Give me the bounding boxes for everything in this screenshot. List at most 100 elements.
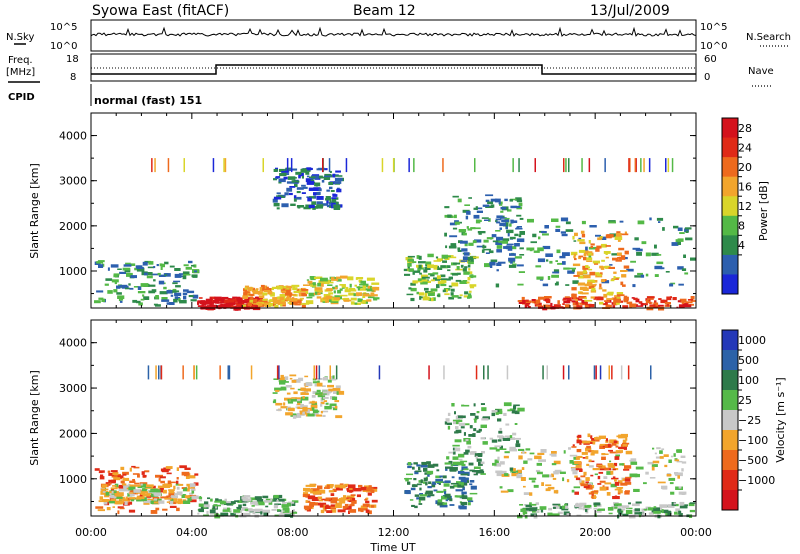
echo-cell	[298, 175, 301, 179]
echo-cell	[574, 491, 579, 495]
echo-cell	[499, 461, 505, 465]
echo-cell	[588, 285, 595, 289]
echo-cell	[605, 486, 609, 491]
echo-cell	[124, 488, 129, 491]
echo-cell	[514, 410, 520, 415]
echo-cell	[426, 461, 431, 465]
echo-cell	[330, 301, 339, 305]
echo-cell	[582, 457, 586, 459]
echo-cell	[483, 248, 491, 251]
colorbar-swatch	[722, 470, 738, 491]
echo-cell	[94, 468, 100, 471]
echo-cell	[600, 279, 605, 283]
echo-cell	[370, 292, 375, 295]
echo-cell	[280, 406, 288, 409]
echo-cell	[657, 261, 661, 264]
echo-cell	[612, 476, 616, 479]
echo-cell	[517, 407, 525, 412]
echo-cell	[494, 459, 499, 464]
echo-streak	[648, 158, 651, 173]
echo-cell	[468, 500, 474, 503]
echo-cell	[222, 509, 230, 512]
echo-cell	[677, 238, 684, 242]
echo-streak	[534, 158, 536, 173]
echo-cell	[310, 501, 316, 506]
echo-cell	[152, 499, 155, 502]
echo-cell	[500, 217, 507, 219]
echo-cell	[221, 297, 225, 301]
echo-cell	[305, 300, 314, 305]
echo-cell	[302, 302, 310, 305]
echo-streak	[667, 158, 670, 173]
echo-cell	[467, 264, 471, 268]
echo-streak	[250, 365, 253, 380]
echo-cell	[523, 504, 527, 506]
echo-cell	[317, 485, 323, 490]
echo-cell	[210, 498, 213, 502]
echo-cell	[595, 234, 601, 237]
echo-cell	[214, 300, 218, 303]
echo-cell	[294, 299, 302, 303]
echo-cell	[182, 494, 186, 496]
echo-cell	[546, 259, 549, 262]
colorbar-tick-label: −100	[738, 434, 768, 447]
echo-cell	[118, 298, 121, 301]
echo-cell	[588, 240, 591, 244]
echo-cell	[468, 260, 471, 265]
echo-cell	[204, 501, 209, 506]
echo-cell	[285, 292, 293, 296]
echo-cell	[509, 467, 514, 471]
echo-cell	[476, 245, 484, 248]
echo-cell	[130, 498, 135, 502]
echo-cell	[522, 449, 525, 454]
echo-cell	[343, 299, 352, 302]
echo-cell	[481, 451, 485, 454]
echo-cell	[273, 504, 278, 509]
echo-cell	[414, 494, 420, 497]
echo-cell	[529, 452, 535, 455]
echo-cell	[436, 469, 440, 472]
echo-cell	[101, 488, 106, 492]
freq-unit-label: [MHz]	[6, 67, 35, 78]
echo-cell	[219, 500, 227, 505]
echo-cell	[373, 297, 378, 301]
echo-cell	[673, 453, 676, 457]
echo-cell	[433, 489, 438, 492]
echo-cell	[425, 482, 428, 486]
echo-cell	[143, 272, 148, 276]
echo-cell	[273, 196, 282, 200]
echo-cell	[109, 496, 117, 501]
echo-cell	[529, 502, 532, 506]
echo-cell	[420, 479, 423, 484]
colorbar-tick-label: 28	[738, 122, 752, 135]
echo-cell	[649, 217, 652, 221]
echo-cell	[615, 233, 622, 237]
echo-cell	[360, 486, 367, 491]
echo-cell	[160, 266, 163, 270]
echo-cell	[431, 483, 436, 488]
echo-cell	[618, 505, 624, 508]
echo-cell	[606, 298, 614, 300]
echo-cell	[297, 402, 301, 406]
echo-cell	[138, 302, 143, 306]
echo-cell	[674, 511, 680, 515]
echo-cell	[155, 474, 163, 478]
echo-cell	[112, 506, 115, 508]
echo-cell	[193, 482, 199, 486]
echo-cell	[560, 231, 566, 234]
echo-cell	[585, 486, 593, 490]
echo-streak	[219, 365, 221, 380]
echo-cell	[658, 306, 665, 311]
echo-cell	[531, 480, 536, 483]
echo-cell	[139, 496, 145, 499]
echo-cell	[613, 276, 616, 280]
echo-cell	[305, 291, 309, 294]
echo-cell	[608, 220, 616, 223]
echo-cell	[305, 178, 313, 183]
echo-cell	[322, 396, 329, 399]
echo-cell	[497, 435, 504, 438]
cpid-label: CPID	[8, 92, 35, 103]
echo-cell	[188, 260, 193, 264]
echo-cell	[160, 496, 168, 499]
echo-streak	[182, 365, 184, 380]
